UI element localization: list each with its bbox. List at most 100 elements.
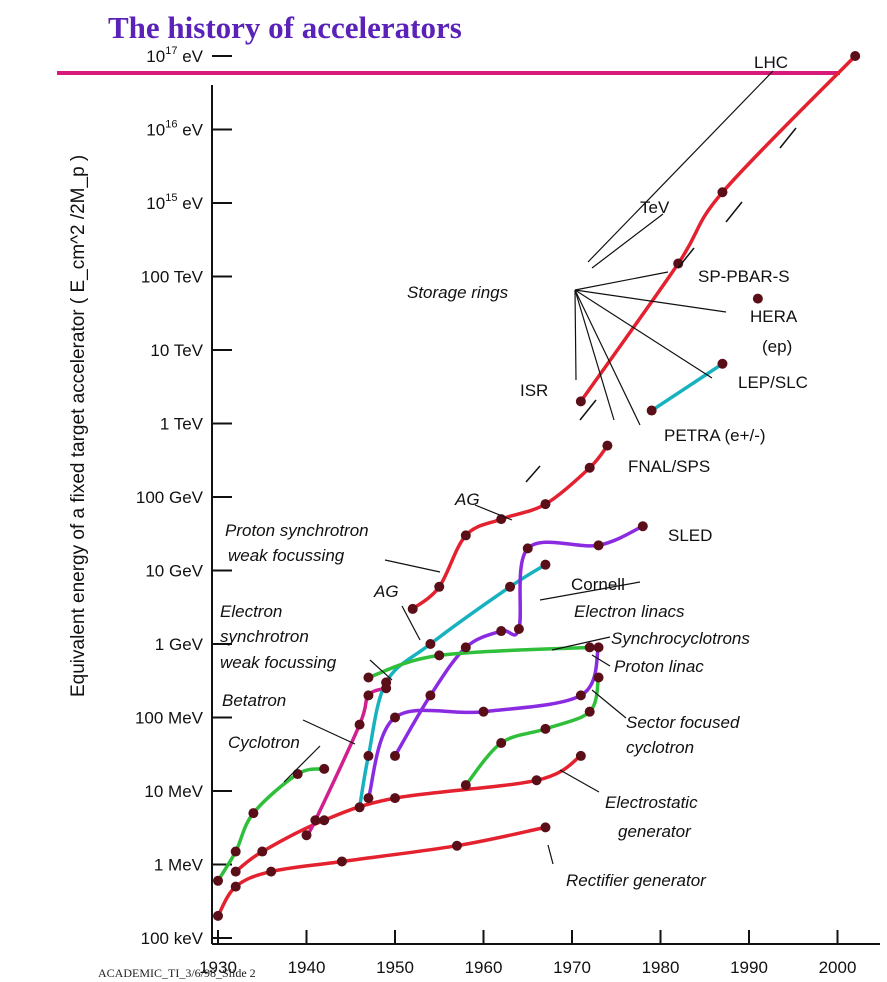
point-proton-synchrotron-weak-focussing (584, 462, 595, 473)
leader-line (384, 559, 441, 573)
chart-title: The history of accelerators (108, 10, 462, 45)
leader-line (401, 605, 421, 641)
point-lep-slc (646, 405, 657, 416)
annotation-proton-sync: Proton synchrotron (225, 521, 369, 540)
point-storage-rings-proton (717, 187, 728, 198)
annotation-hera2: (ep) (762, 337, 792, 356)
leader-line (591, 654, 611, 667)
annotation-synchrotron: synchrotron (220, 627, 309, 646)
annotation-tev: TeV (640, 198, 670, 217)
point-electron-linacs (425, 690, 436, 701)
leader-line (574, 289, 727, 313)
lhc-leader (587, 70, 774, 263)
leader-line (474, 504, 513, 521)
leader-line (574, 271, 669, 291)
point-electron-linacs (460, 642, 471, 653)
point-sector-focused-cyclotron (540, 723, 551, 734)
point-cyclotron (248, 808, 259, 819)
annotation-betatron: Betatron (222, 691, 286, 710)
point-proton-synchrotron-weak-focussing (407, 603, 418, 614)
point-cyclotron (319, 763, 330, 774)
point-proton-linac (593, 642, 604, 653)
series-storage-rings-proton (579, 54, 857, 404)
axes: 100 keV 1 MeV 10 MeV 100 MeV 1 GeV 10 GeV 100 … (57, 45, 880, 977)
point-electron-synchrotron-weak-focussing (425, 639, 436, 649)
y-tick-label: 1 TeV (160, 415, 204, 434)
point-storage-rings-proton (850, 51, 861, 61)
point-proton-synchrotron-weak-focussing (602, 440, 613, 451)
point-lep-slc (717, 358, 728, 369)
point-sector-focused-cyclotron (584, 706, 595, 717)
annotation-ag2: AG (373, 582, 399, 601)
y-tick-label: 100 keV (141, 929, 204, 948)
point-betatron (363, 690, 374, 701)
point-electron-linacs (513, 623, 524, 634)
annotation-weak-focus: weak focussing (228, 546, 345, 565)
annotation-sled: SLED (668, 526, 712, 545)
leader-line (591, 689, 627, 719)
annotation-cyclotron: Cyclotron (228, 733, 300, 752)
point-proton-synchrotron-weak-focussing (434, 581, 445, 592)
leader-line (551, 636, 611, 651)
point-electrostatic-generator (230, 866, 241, 877)
annotation-sector1: Sector focused (626, 713, 740, 732)
point-cyclotron (230, 846, 241, 857)
y-tick-label: 10 MeV (144, 782, 203, 801)
point-proton-linac (575, 690, 586, 701)
x-tick-label: 1970 (553, 958, 591, 977)
y-tick-label: 1 GeV (155, 635, 204, 654)
annotation-synchro: Synchrocyclotrons (611, 629, 750, 648)
annotation-weak-focus2: weak focussing (220, 653, 337, 672)
point-proton-synchrotron-weak-focussing (540, 499, 551, 510)
point-proton-linac (478, 706, 489, 717)
y-tick-label: 1016 eV (146, 119, 203, 140)
annotation-hera: HERA (750, 307, 798, 326)
leader-line (559, 769, 600, 793)
y-tick-label: 1 MeV (154, 856, 204, 875)
annotation-lep: LEP/SLC (738, 373, 808, 392)
y-tick-label: 10 GeV (145, 562, 203, 581)
annotation-storage: Storage rings (407, 283, 509, 302)
annotation-proton-linac: Proton linac (614, 657, 704, 676)
point-electron-synchrotron-weak-focussing (540, 559, 551, 570)
point-electron-linacs (390, 750, 400, 761)
point-electron-synchrotron-weak-focussing (505, 581, 516, 592)
point-electrostatic-generator (319, 815, 330, 826)
annotation-sector2: cyclotron (626, 738, 694, 757)
point-electrostatic-generator (257, 846, 268, 857)
point-electron-linacs (593, 540, 604, 551)
data-points (213, 51, 861, 921)
annotation-rectifier: Rectifier generator (566, 871, 707, 890)
leader-line (574, 289, 641, 426)
point-electrostatic-generator (531, 775, 542, 786)
point-synchrocyclotrons (584, 642, 595, 653)
annotation-electrostatic2: generator (618, 822, 692, 841)
x-tick-label: 1980 (642, 958, 680, 977)
annotations: LHC TeV SP-PBAR-S Storage rings HERA (ep) LEP/… (220, 53, 808, 890)
y-tick-label: 1015 eV (146, 192, 203, 213)
point-electron-synchrotron-weak-focussing (363, 750, 374, 761)
point-electron-synchrotron-weak-focussing (381, 677, 392, 688)
x-tick-label: 1940 (288, 958, 326, 977)
point-proton-linac (363, 793, 374, 804)
point-cyclotron (292, 769, 303, 780)
annotation-sppbars: SP-PBAR-S (698, 267, 790, 286)
point-storage-rings-proton (673, 258, 684, 269)
annotation-e-linacs: Electron linacs (574, 602, 685, 621)
point-rectifier-generator (451, 840, 462, 851)
point-proton-synchrotron-weak-focussing (460, 530, 471, 541)
frontier-dash (579, 399, 597, 421)
point-sector-focused-cyclotron (593, 672, 604, 683)
annotation-cornell: Cornell (571, 575, 625, 594)
point-betatron (310, 815, 321, 826)
leader-line (574, 289, 615, 421)
annotation-lhc: LHC (754, 53, 788, 72)
point-electron-linacs (496, 626, 507, 637)
annotation-fnal: FNAL/SPS (628, 457, 710, 476)
tev-leader (591, 213, 664, 269)
point-electron-linacs (637, 521, 648, 532)
x-tick-label: 1950 (376, 958, 414, 977)
point-electron-linacs (522, 543, 533, 554)
y-tick-label: 1017 eV (146, 45, 203, 66)
